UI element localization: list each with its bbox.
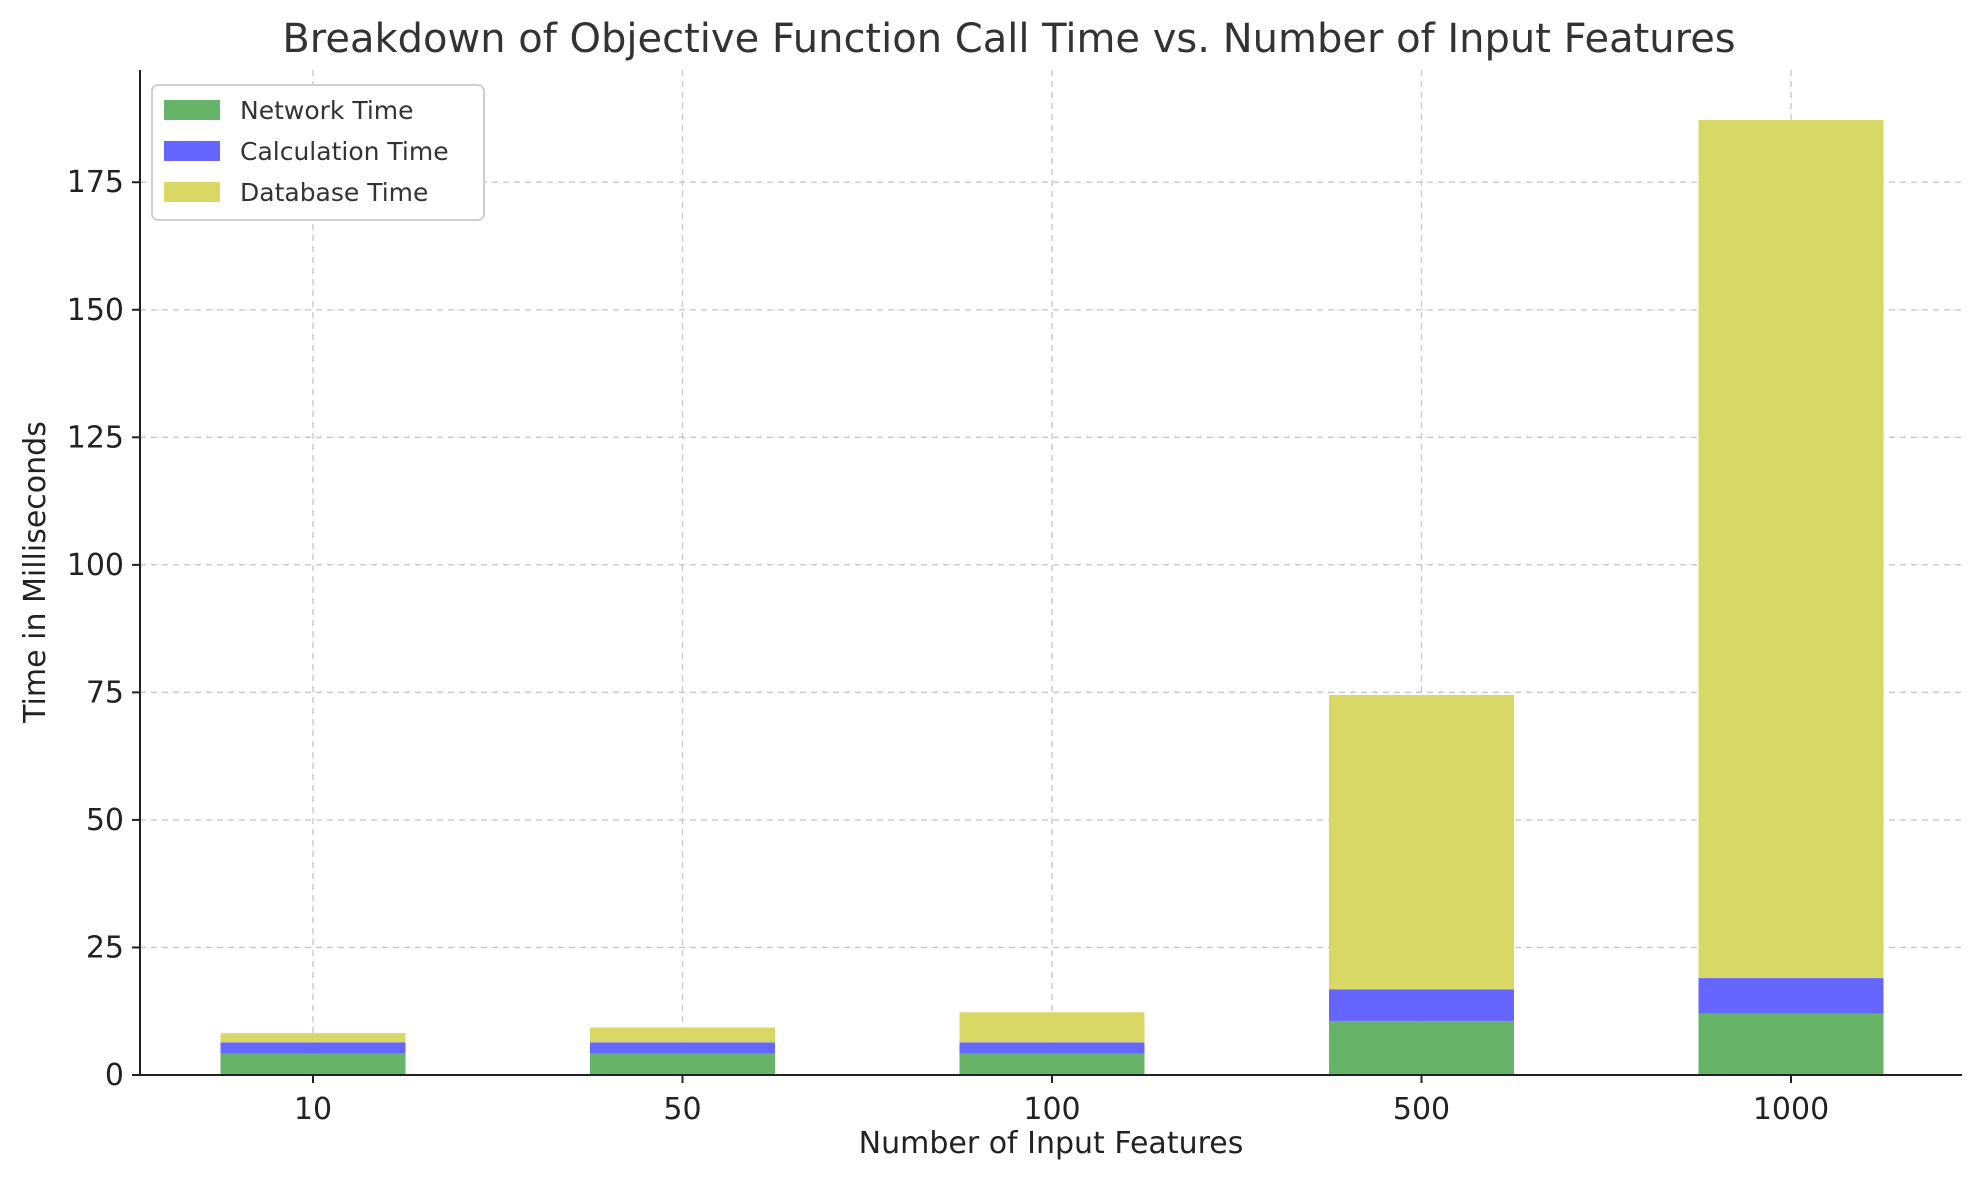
x-tick-label: 100: [1023, 1092, 1080, 1127]
bar-segment-database-time-1000: [1698, 119, 1884, 979]
y-tick-label: 100: [67, 548, 124, 583]
bar-segment-network-time-50: [590, 1053, 775, 1075]
legend-label: Calculation Time: [240, 137, 449, 166]
y-tick-label: 50: [86, 803, 124, 838]
bar-segment-database-time-50: [590, 1027, 775, 1043]
bar-segment-database-time-10: [220, 1033, 406, 1043]
bar-segment-network-time-1000: [1698, 1013, 1884, 1075]
bar-segment-network-time-100: [959, 1053, 1145, 1075]
y-tick-label: 175: [67, 165, 124, 200]
y-tick-label: 25: [86, 930, 124, 965]
x-tick-label: 500: [1393, 1092, 1450, 1127]
bar-segment-network-time-500: [1329, 1020, 1514, 1075]
legend-swatch-database-time: [164, 182, 220, 202]
y-tick-label: 75: [86, 675, 124, 710]
bar-segment-calculation-time-10: [220, 1042, 406, 1054]
chart-title: Breakdown of Objective Function Call Tim…: [282, 16, 1735, 62]
bar-segment-calculation-time-100: [959, 1042, 1145, 1054]
legend-label: Network Time: [240, 96, 414, 125]
legend: Network Time Calculation Time Database Tim…: [151, 84, 485, 221]
y-tick-label: 150: [67, 293, 124, 328]
bar-segment-network-time-10: [220, 1053, 406, 1075]
legend-label: Database Time: [240, 178, 428, 207]
bar-segment-database-time-500: [1329, 694, 1514, 990]
x-tick-label: 50: [663, 1092, 701, 1127]
y-axis-label: Time in Milliseconds: [18, 421, 53, 724]
bar-segment-calculation-time-1000: [1698, 978, 1884, 1014]
ticks-layer: 0 25 50 75 100 125 150 175 10 50 100 500 1000: [67, 165, 1829, 1127]
bar-segment-calculation-time-50: [590, 1042, 775, 1054]
bar-segment-calculation-time-500: [1329, 989, 1514, 1021]
x-tick-label: 1000: [1753, 1092, 1829, 1127]
bar-segment-database-time-100: [959, 1012, 1145, 1043]
bars-layer: [220, 119, 1884, 1075]
legend-box: [151, 84, 485, 221]
x-tick-label: 10: [294, 1092, 332, 1127]
y-tick-label: 125: [67, 420, 124, 455]
legend-swatch-calculation-time: [164, 141, 220, 161]
x-axis-label: Number of Input Features: [859, 1126, 1244, 1161]
y-tick-label: 0: [105, 1058, 124, 1093]
legend-swatch-network-time: [164, 100, 220, 120]
